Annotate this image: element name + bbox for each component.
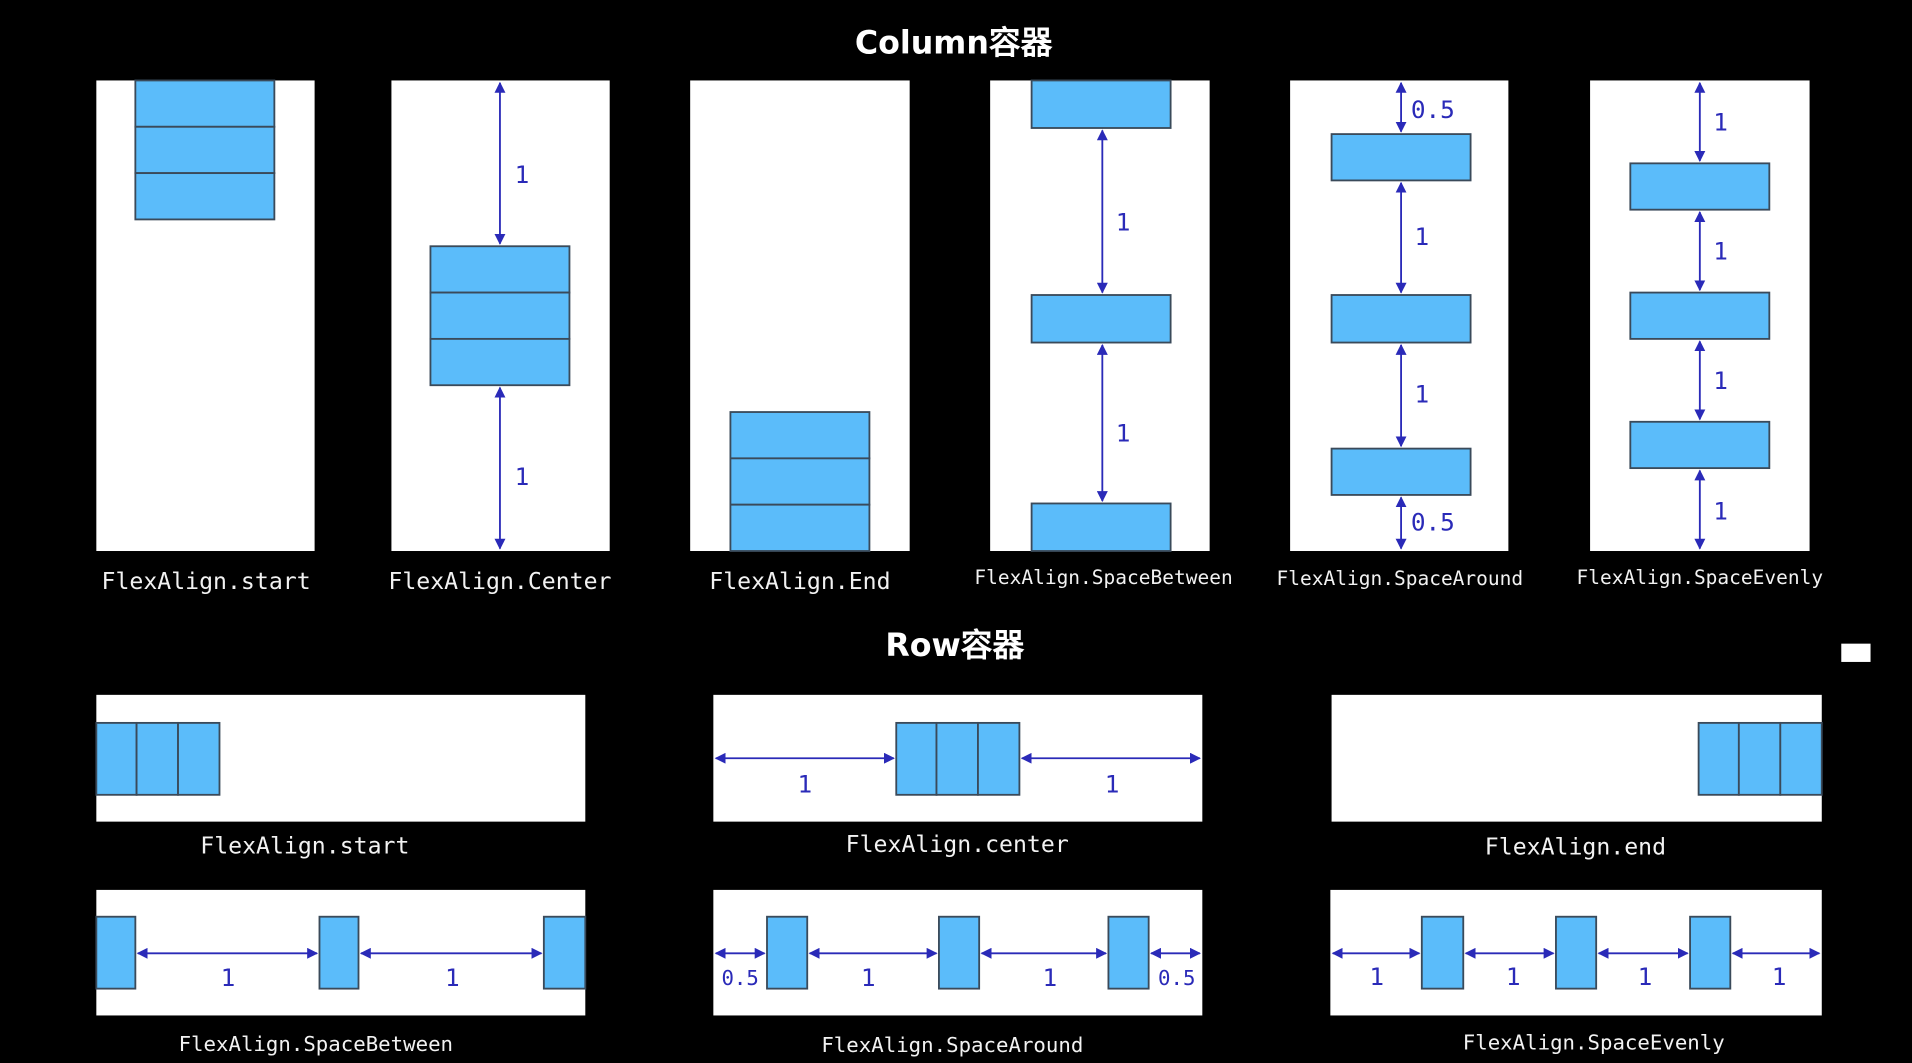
row-spacearound-child-3 (1107, 915, 1150, 990)
column-spacearound-gap-label: 0.5 (1411, 95, 1455, 124)
column-spacearound-gap-label: 1 (1414, 222, 1429, 251)
row-spacearound-gap-label: 1 (861, 963, 876, 992)
column-spacebetween-child-3 (1030, 502, 1172, 552)
column-spaceevenly-child-3 (1629, 420, 1771, 470)
row-spacearound-gap-label: 0.5 (721, 966, 758, 990)
row-panel-label: FlexAlign.center (846, 832, 1069, 858)
column-spaceevenly-gap-label: 1 (1713, 496, 1728, 525)
column-spaceevenly-gap-label: 1 (1713, 107, 1728, 136)
row-spacearound-gap-label: 1 (1043, 963, 1058, 992)
row-spacebetween-child-3 (542, 915, 587, 990)
column-spaceevenly-gap-label: 1 (1713, 366, 1728, 395)
row-end-child-2 (1737, 721, 1782, 796)
row-center-gap-label: 1 (797, 769, 812, 798)
column-section-title: Column容器 (855, 25, 1053, 62)
row-panel-label: FlexAlign.end (1485, 835, 1666, 861)
row-spaceevenly-child-1 (1420, 915, 1465, 990)
column-spacearound-child-3 (1330, 447, 1472, 496)
column-spacearound-gap-label: 0.5 (1411, 507, 1455, 536)
column-spacebetween-gap-label: 1 (1116, 418, 1131, 447)
row-start-child-1 (95, 721, 138, 796)
row-center-gap-label: 1 (1105, 769, 1120, 798)
column-spacebetween-gap-label: 1 (1116, 207, 1131, 236)
row-section-title: Row容器 (885, 627, 1024, 664)
row-spacebetween-gap-label: 1 (221, 963, 236, 992)
column-spacebetween-child-2 (1030, 294, 1172, 344)
column-end-child-3 (729, 503, 871, 552)
column-center-gap-label: 1 (515, 462, 530, 491)
column-center-child-1 (429, 245, 571, 294)
column-panel-label: FlexAlign.Center (388, 569, 611, 595)
column-end-child-1 (729, 411, 871, 460)
column-start-child-2 (134, 125, 276, 175)
column-center-gap-label: 1 (515, 160, 530, 189)
column-start-child-1 (134, 79, 276, 128)
row-spacebetween-gap-label: 1 (445, 963, 460, 992)
column-panel-label: FlexAlign.SpaceEvenly (1577, 566, 1824, 589)
row-start-child-2 (135, 721, 179, 796)
column-start-child-3 (134, 172, 276, 221)
column-spaceevenly-gap-label: 1 (1713, 237, 1728, 266)
column-spacearound-child-2 (1330, 294, 1472, 344)
column-spacearound-gap-label: 1 (1414, 379, 1429, 408)
row-spaceevenly-gap-label: 1 (1369, 962, 1384, 991)
row-spaceevenly-child-3 (1689, 915, 1732, 990)
row-spacearound-child-1 (766, 915, 809, 990)
column-panel-label: FlexAlign.SpaceBetween (974, 566, 1232, 589)
row-spaceevenly-gap-label: 1 (1638, 962, 1653, 991)
column-spacearound-child-1 (1330, 133, 1472, 182)
column-panel-label: FlexAlign.start (101, 569, 310, 595)
corner-marker (1841, 643, 1871, 662)
row-spacebetween-child-2 (318, 915, 360, 990)
column-end-child-2 (729, 457, 871, 506)
column-spaceevenly-child-2 (1629, 291, 1771, 340)
row-center-child-2 (935, 721, 979, 796)
row-center-child-1 (895, 721, 938, 796)
row-end-child-1 (1697, 721, 1740, 796)
column-panel-label: FlexAlign.SpaceAround (1277, 567, 1524, 590)
row-panel-label: FlexAlign.SpaceAround (821, 1033, 1083, 1057)
row-spaceevenly-gap-label: 1 (1506, 962, 1521, 991)
row-spacearound-child-2 (938, 915, 981, 990)
row-panel-label: FlexAlign.SpaceBetween (179, 1032, 453, 1056)
row-spaceevenly-gap-label: 1 (1772, 962, 1787, 991)
row-end-child-3 (1779, 721, 1823, 796)
column-center-child-3 (429, 337, 571, 387)
column-spacebetween-child-1 (1030, 79, 1172, 129)
column-panel-label: FlexAlign.End (709, 569, 890, 595)
row-spaceevenly-child-2 (1555, 915, 1598, 990)
row-panel-label: FlexAlign.SpaceEvenly (1463, 1031, 1725, 1055)
row-spacearound-gap-label: 0.5 (1158, 966, 1195, 990)
column-spaceevenly-child-1 (1629, 162, 1771, 211)
row-center-child-3 (977, 721, 1021, 796)
row-panel-label: FlexAlign.start (200, 833, 409, 859)
row-spacebetween-child-1 (95, 915, 137, 990)
column-center-child-2 (429, 291, 571, 340)
row-start-child-3 (177, 721, 221, 796)
